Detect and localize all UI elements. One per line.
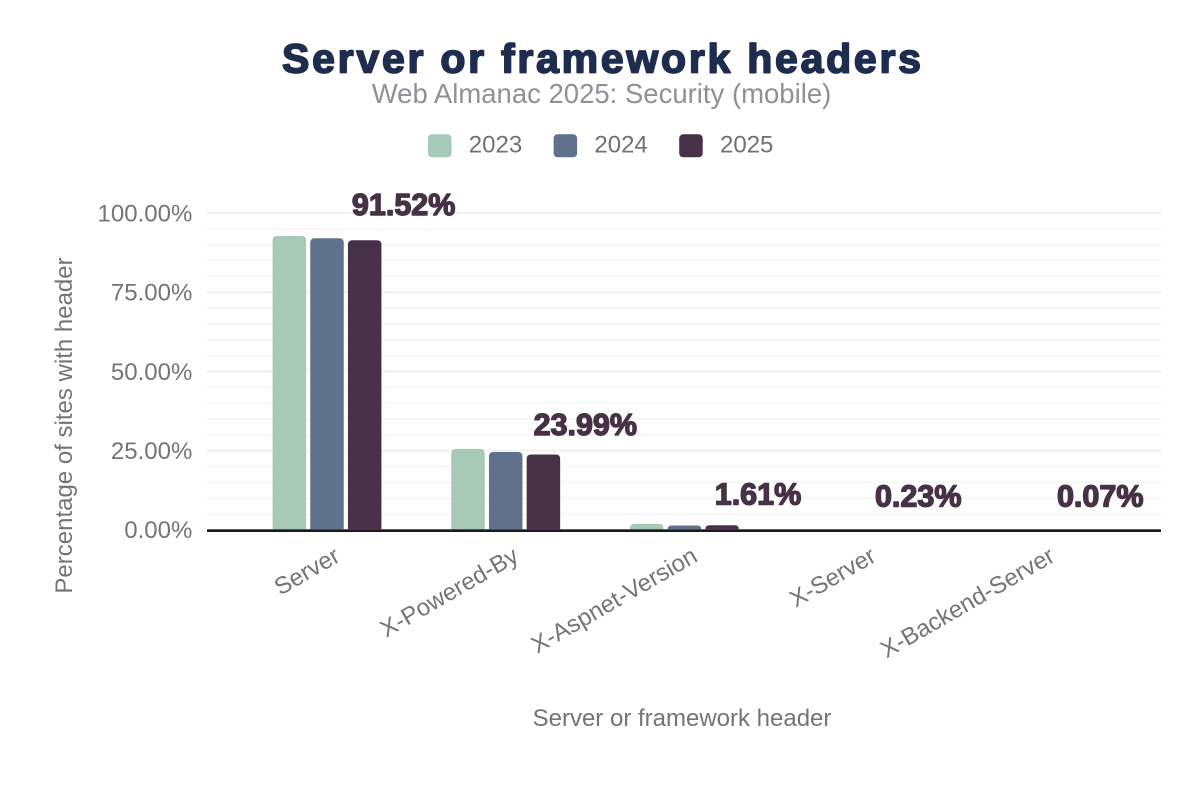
svg-text:25.00%: 25.00% — [111, 438, 192, 465]
svg-text:Server or framework header: Server or framework header — [533, 705, 832, 732]
svg-text:2025: 2025 — [720, 132, 773, 159]
svg-text:Web Almanac 2025: Security (mo: Web Almanac 2025: Security (mobile) — [372, 78, 832, 109]
svg-text:91.52%: 91.52% — [352, 188, 455, 222]
svg-text:Percentage of sites with heade: Percentage of sites with header — [51, 257, 78, 593]
svg-text:23.99%: 23.99% — [534, 408, 637, 442]
svg-text:50.00%: 50.00% — [111, 359, 192, 386]
svg-text:100.00%: 100.00% — [98, 200, 193, 227]
svg-text:0.00%: 0.00% — [124, 517, 192, 544]
svg-text:Server or framework headers: Server or framework headers — [282, 36, 924, 82]
svg-text:2024: 2024 — [594, 132, 647, 159]
svg-text:2023: 2023 — [469, 132, 522, 159]
svg-text:75.00%: 75.00% — [111, 280, 192, 307]
svg-text:1.61%: 1.61% — [715, 478, 801, 512]
svg-text:0.23%: 0.23% — [875, 480, 961, 514]
svg-text:0.07%: 0.07% — [1057, 480, 1143, 514]
